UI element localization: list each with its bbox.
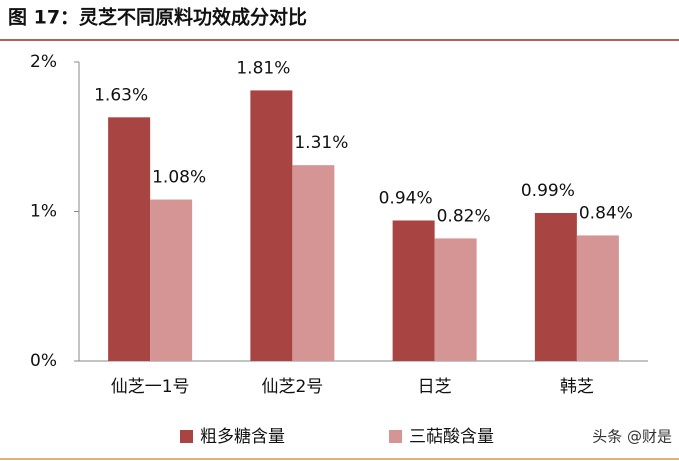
value-label: 1.63%: [94, 85, 148, 105]
legend-swatch: [389, 430, 402, 443]
legend-label: 粗多糖含量: [200, 427, 285, 447]
bar: [434, 238, 477, 361]
legend-swatch: [180, 430, 193, 443]
x-tick-label: 韩芝: [560, 377, 594, 397]
bar: [534, 212, 577, 361]
bar: [150, 199, 193, 361]
bar: [250, 90, 293, 361]
legend-label: 三萜酸含量: [409, 427, 494, 447]
y-tick-label: 0%: [30, 351, 57, 371]
bar: [576, 235, 619, 361]
value-label: 0.84%: [579, 203, 633, 223]
value-label: 1.08%: [152, 168, 206, 188]
value-label: 0.94%: [379, 188, 433, 208]
chart-title: 图 17：灵芝不同原料功效成分对比: [8, 6, 307, 29]
x-tick-label: 仙芝2号: [261, 377, 323, 397]
value-label: 0.99%: [521, 181, 575, 201]
value-label: 0.82%: [437, 206, 491, 226]
x-tick-label: 仙芝一1号: [111, 377, 190, 397]
watermark: 头条 @财是: [592, 428, 672, 446]
bar: [292, 165, 335, 361]
y-tick-label: 2%: [30, 52, 57, 72]
y-tick-label: 1%: [30, 202, 57, 222]
bar: [108, 117, 151, 361]
bar: [392, 220, 435, 361]
value-label: 1.81%: [236, 58, 290, 78]
x-tick-label: 日芝: [418, 377, 452, 397]
value-label: 1.31%: [294, 133, 348, 153]
